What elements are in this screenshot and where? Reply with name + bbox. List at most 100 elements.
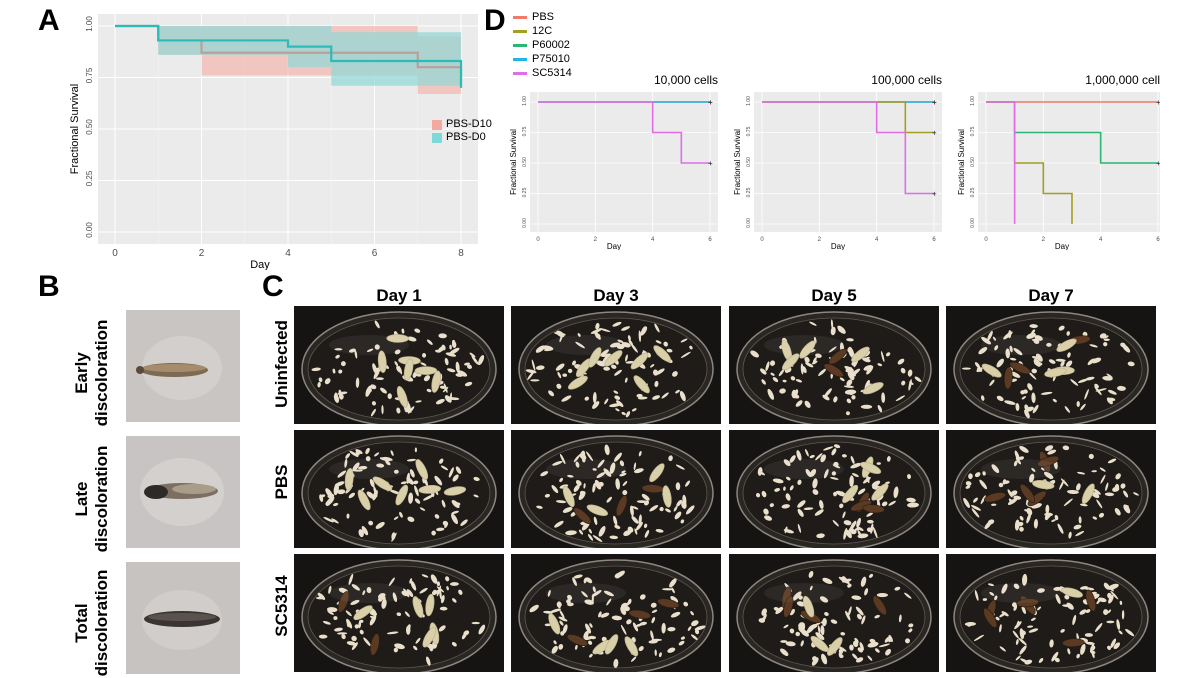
wood-shaving — [1051, 519, 1056, 522]
confidence-band-pbs-d0 — [331, 32, 461, 86]
wood-shaving — [1048, 359, 1056, 364]
x-axis-label: Day — [607, 242, 621, 250]
wood-shaving — [798, 595, 803, 600]
wood-shaving — [876, 494, 884, 501]
wood-shaving — [622, 481, 628, 487]
wood-shaving — [452, 598, 457, 603]
wood-shaving — [1028, 628, 1039, 633]
wood-shaving — [400, 481, 408, 485]
wood-shaving — [667, 626, 676, 632]
y-tick-label: 0.00 — [746, 218, 752, 228]
wood-shaving — [362, 590, 366, 596]
legend-entry: PBS — [513, 10, 572, 24]
wood-shaving — [802, 366, 807, 374]
wood-shaving — [585, 577, 593, 584]
larva-dark — [573, 507, 592, 525]
wood-shaving — [623, 530, 632, 537]
y-axis-label: Fractional Survival — [509, 129, 518, 195]
wood-shaving — [401, 328, 405, 334]
wood-shaving — [991, 503, 997, 506]
wood-shaving — [381, 404, 384, 415]
dish-glare — [764, 583, 844, 603]
wood-shaving — [1020, 390, 1026, 395]
column-header-day7: Day 7 — [1028, 286, 1074, 305]
wood-shaving — [979, 479, 988, 490]
wood-shaving — [621, 326, 630, 331]
wood-shaving — [631, 516, 639, 524]
wood-shaving — [673, 505, 678, 512]
wood-shaving — [443, 383, 448, 393]
dish-floor — [959, 317, 1143, 421]
wood-shaving — [584, 396, 590, 401]
y-tick-label: 0.00 — [522, 218, 528, 228]
wood-shaving — [795, 379, 803, 383]
legend-swatch — [513, 15, 527, 19]
wood-shaving — [974, 590, 979, 601]
wood-shaving — [809, 454, 815, 459]
wood-shaving — [998, 482, 1004, 488]
wood-shaving — [606, 598, 612, 606]
wood-shaving — [556, 383, 562, 389]
y-tick-label: 1.00 — [970, 96, 976, 106]
panel-c-letter: C — [262, 270, 284, 303]
wood-shaving — [375, 377, 384, 381]
wood-shaving — [994, 595, 998, 601]
wood-shaving — [1106, 397, 1113, 405]
panel-a-legend: PBS-D10 PBS-D0 — [432, 118, 492, 144]
wood-shaving — [592, 401, 600, 409]
wood-shaving — [671, 587, 675, 594]
column-header-day1: Day 1 — [376, 286, 422, 305]
wood-shaving — [651, 609, 658, 614]
y-tick-label: 0.25 — [85, 170, 94, 186]
wood-shaving — [436, 581, 441, 587]
wood-shaving — [396, 612, 402, 617]
wood-shaving — [621, 470, 626, 474]
x-tick-label: 6 — [932, 237, 936, 243]
wood-shaving — [775, 606, 784, 615]
wood-shaving — [785, 493, 791, 501]
wood-shaving — [1080, 403, 1086, 411]
legend-entry: SC5314 — [513, 66, 572, 80]
wood-shaving — [813, 657, 817, 663]
wood-shaving — [1032, 404, 1039, 414]
wood-shaving — [864, 588, 869, 596]
wood-shaving — [1027, 383, 1033, 391]
wood-shaving — [325, 496, 335, 506]
wood-shaving — [338, 369, 343, 374]
wood-shaving — [311, 367, 321, 372]
wood-shaving — [851, 361, 856, 366]
wood-shaving — [1079, 609, 1087, 615]
larva-pale — [548, 613, 561, 635]
wood-shaving — [694, 625, 706, 631]
wood-shaving — [1046, 342, 1052, 347]
y-axis-label: Fractional Survival — [733, 129, 742, 195]
wood-shaving — [444, 357, 449, 366]
wood-shaving — [1030, 617, 1036, 621]
legend-label: 12C — [532, 25, 553, 37]
wood-shaving — [860, 576, 867, 587]
wood-shaving — [843, 520, 852, 526]
wood-shaving — [797, 479, 802, 485]
wood-shaving — [604, 444, 610, 456]
wood-shaving — [812, 478, 818, 489]
censor-mark: + — [708, 159, 713, 168]
wood-shaving — [374, 452, 380, 457]
wood-shaving — [332, 502, 339, 507]
wood-shaving — [603, 366, 610, 371]
wood-shaving — [811, 360, 818, 365]
row-header-uninfected: Uninfected — [272, 320, 291, 408]
wood-shaving — [603, 468, 612, 477]
wood-shaving — [996, 358, 1005, 368]
wood-shaving — [1068, 531, 1072, 539]
wood-shaving — [455, 361, 460, 373]
wood-shaving — [1098, 512, 1105, 518]
wood-shaving — [851, 595, 862, 600]
wood-shaving — [1114, 507, 1121, 516]
y-tick-label: 0.50 — [522, 157, 528, 167]
wood-shaving — [431, 530, 436, 536]
wood-shaving — [610, 364, 617, 369]
wood-shaving — [833, 491, 837, 497]
wood-shaving — [473, 476, 480, 482]
wood-shaving — [641, 493, 650, 501]
x-tick-label: 2 — [594, 237, 598, 243]
